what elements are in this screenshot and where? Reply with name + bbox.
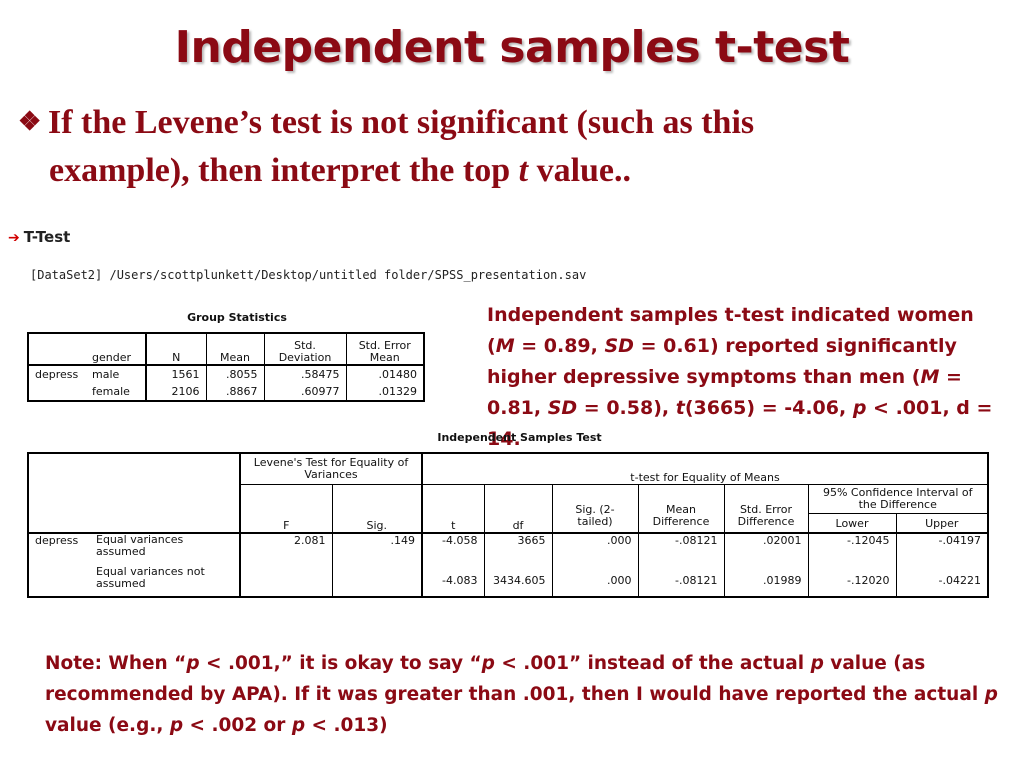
col-se-diff: Std. Error Difference — [723, 484, 808, 534]
col-lower: Lower — [807, 513, 896, 534]
red-arrow-icon: ➔ — [8, 230, 20, 246]
col-mean: Mean — [205, 333, 264, 366]
table-row: depress Equal variances assumed 2.081 .1… — [28, 533, 988, 564]
col-t: t — [421, 484, 484, 534]
col-gender: gender — [86, 333, 146, 366]
col-sig2: Sig. (2-tailed) — [551, 484, 638, 534]
ttest-output-heading: ➔ T-Test — [8, 228, 70, 246]
apa-note: Note: When “p < .001,” it is okay to say… — [45, 653, 998, 736]
group-statistics-table: gender N Mean Std. Deviation Std. Error … — [27, 332, 425, 402]
col-n: N — [145, 333, 206, 366]
var-label: depress — [35, 534, 79, 547]
table-header-row: gender N Mean Std. Deviation Std. Error … — [28, 333, 424, 366]
group-stats-caption: Group Statistics — [187, 311, 287, 324]
ttest-header: t-test for Equality of Means — [421, 453, 988, 485]
table-row: female 2106 .8867 .60977 .01329 — [28, 383, 424, 401]
table-row: Equal variances not assumed -4.083 3434.… — [28, 564, 988, 597]
ind-test-caption: Independent Samples Test — [437, 431, 602, 444]
ttest-heading-label: T-Test — [23, 228, 71, 246]
bullet-point: ❖ If the Levene’s test is not significant… — [18, 98, 918, 195]
dataset-path: [DataSet2] /Users/scottplunkett/Desktop/… — [30, 268, 587, 282]
table-row: depress male 1561 .8055 .58475 .01480 — [28, 365, 424, 383]
diamond-bullet-icon: ❖ — [18, 107, 42, 136]
col-sig: Sig. — [331, 484, 422, 534]
col-se: Std. Error Mean — [345, 333, 424, 366]
slide-title: Independent samples t-test — [174, 22, 850, 73]
col-sd: Std. Deviation — [263, 333, 346, 366]
independent-samples-table: Levene's Test for Equality of Variances … — [27, 452, 989, 598]
ci-header: 95% Confidence Interval of the Differenc… — [807, 484, 988, 514]
bullet-line-1: If the Levene’s test is not significant … — [48, 104, 755, 141]
col-df: df — [483, 484, 552, 534]
result-summary: Independent samples t-test indicated wom… — [487, 304, 993, 450]
col-f: F — [239, 484, 332, 534]
col-upper: Upper — [895, 513, 988, 534]
bullet-line-2: example), then interpret the top t value… — [49, 152, 632, 189]
var-label: depress — [35, 368, 79, 381]
col-mean-diff: Mean Difference — [637, 484, 724, 534]
levene-header: Levene's Test for Equality of Variances — [239, 453, 422, 485]
